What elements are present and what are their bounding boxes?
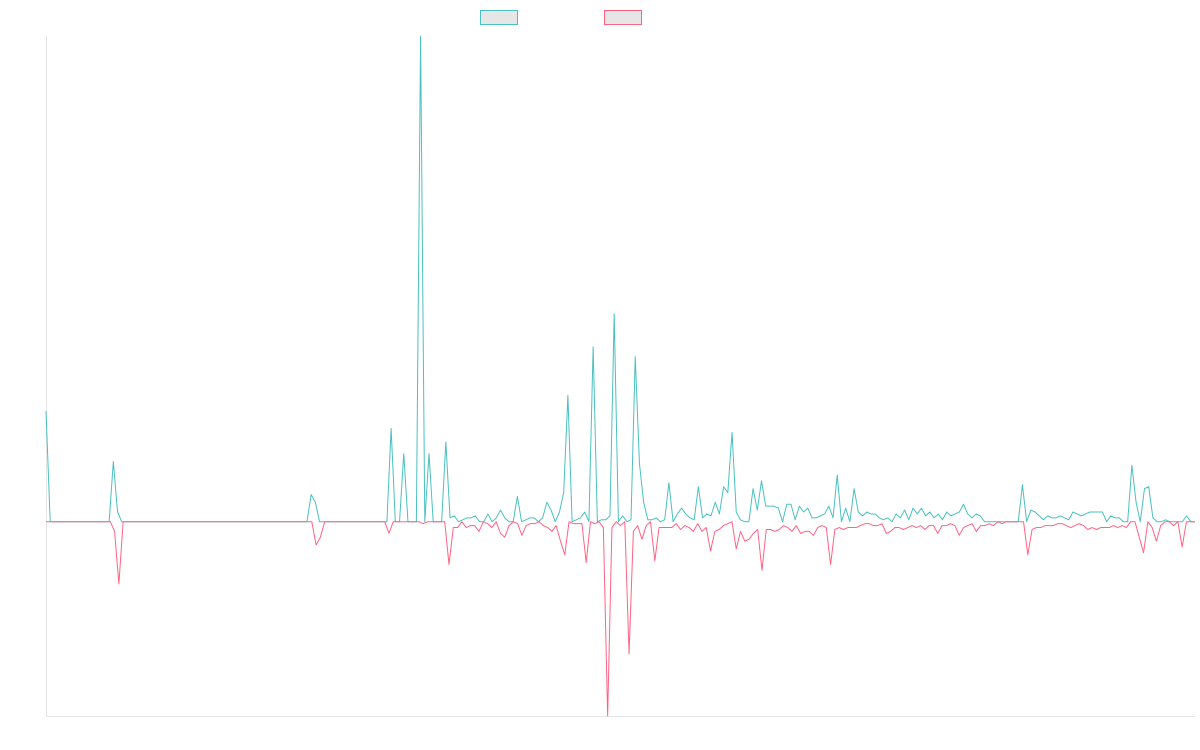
- series-line-1: [45, 35, 1195, 523]
- series-line-2: [46, 521, 1195, 717]
- legend-item-series-1[interactable]: [480, 9, 524, 26]
- series-layer: [45, 35, 1195, 717]
- legend: [0, 9, 1200, 27]
- legend-swatch-series-2: [604, 10, 642, 25]
- legend-swatch-series-1: [480, 10, 518, 25]
- legend-item-series-2[interactable]: [604, 9, 648, 26]
